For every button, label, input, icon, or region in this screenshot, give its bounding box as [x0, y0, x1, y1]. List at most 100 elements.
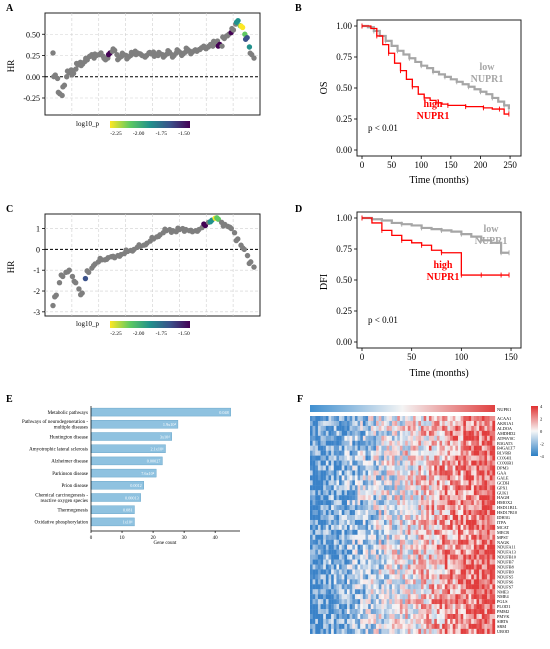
y-tick-label: 0.00 [26, 73, 40, 82]
data-point [50, 50, 56, 56]
heatmap-cell [465, 554, 469, 560]
heatmap-cell [339, 574, 342, 580]
heatmap-cell [458, 450, 461, 456]
data-point [206, 43, 212, 49]
heatmap-cell [312, 485, 316, 491]
heatmap-cell [460, 614, 464, 620]
heatmap-cell [428, 599, 432, 605]
heatmap-cell [339, 485, 342, 491]
heatmap-cell [336, 510, 340, 516]
heatmap-cell [434, 589, 438, 595]
heatmap-cell [468, 589, 472, 595]
heatmap-cell [370, 579, 374, 585]
heatmap-cell [323, 490, 327, 496]
heatmap-cell [479, 435, 482, 441]
heatmap-cell [407, 455, 411, 461]
heatmap-cell [407, 609, 411, 615]
row-label: NAGK [497, 540, 510, 545]
heatmap-cell [444, 445, 448, 451]
nupr1-gradient-row [310, 405, 495, 412]
heatmap-cell [423, 574, 427, 580]
heatmap-cell [360, 505, 364, 511]
heatmap-cell [381, 470, 385, 476]
heatmap-cell [317, 584, 321, 590]
heatmap-cell [452, 614, 456, 620]
heatmap-cell [347, 609, 350, 615]
heatmap-cell [349, 539, 353, 545]
heatmap-cell [373, 623, 377, 629]
heatmap-cell [463, 495, 467, 501]
heatmap-cell [357, 440, 361, 446]
heatmap-cell [339, 623, 342, 629]
heatmap-cell [423, 534, 427, 540]
heatmap-cell [436, 614, 440, 620]
heatmap-cell [402, 425, 406, 431]
data-point [69, 72, 75, 78]
heatmap-cell [436, 425, 440, 431]
heatmap-cell [391, 524, 395, 530]
heatmap-cell [481, 594, 485, 600]
heatmap-cell [323, 510, 327, 516]
data-point [110, 46, 116, 52]
heatmap-cell [399, 490, 403, 496]
heatmap-cell [344, 425, 348, 431]
heatmap-cell [468, 450, 472, 456]
heatmap-cell [384, 465, 387, 471]
heatmap-cell [354, 430, 358, 436]
heatmap-cell [436, 554, 440, 560]
heatmap-cell [381, 490, 385, 496]
heatmap-cell [370, 450, 374, 456]
panel-d-low-label: low NUPR1 [475, 224, 508, 247]
heatmap-cell [368, 569, 371, 575]
heatmap-cell [468, 510, 472, 516]
heatmap-cell [473, 599, 477, 605]
heatmap-cell [365, 475, 369, 481]
heatmap-cell [352, 549, 356, 555]
heatmap-cell [434, 579, 438, 585]
heatmap-cell [399, 534, 403, 540]
data-point [207, 219, 214, 225]
heatmap-cell [450, 609, 453, 615]
heatmap-cell [370, 510, 374, 516]
heatmap-cell [465, 470, 469, 476]
heatmap-cell [389, 480, 393, 486]
heatmap-cell [344, 628, 348, 634]
heatmap-cell [349, 430, 353, 436]
heatmap-cell [333, 435, 337, 441]
heatmap-cell [447, 430, 451, 436]
heatmap-cell [447, 554, 451, 560]
heatmap-cell [336, 420, 340, 427]
heatmap-cell [465, 519, 469, 526]
heatmap-cell [426, 614, 430, 620]
heatmap-cell [397, 549, 401, 555]
heatmap-cell [487, 623, 490, 629]
heatmap-cell [479, 490, 482, 496]
heatmap-cell [402, 559, 406, 565]
heatmap-cell [336, 594, 340, 600]
heatmap-cell [442, 544, 445, 550]
heatmap-cell [336, 623, 340, 629]
heatmap-cell [407, 549, 411, 555]
heatmap-cell [362, 614, 366, 620]
heatmap-cell [349, 510, 353, 516]
heatmap-cell [481, 515, 485, 521]
heatmap-cell [399, 510, 403, 516]
heatmap-cell [481, 460, 485, 466]
heatmap-cell [421, 440, 424, 446]
heatmap-cell [368, 505, 371, 511]
heatmap-cell [320, 524, 324, 530]
heatmap-cell [479, 594, 482, 600]
heatmap-cell [349, 589, 353, 595]
heatmap-cell [376, 475, 379, 481]
heatmap-cell [439, 480, 443, 486]
heatmap-cell [473, 435, 477, 441]
heatmap-cell [442, 579, 445, 585]
heatmap-cell [331, 450, 334, 456]
heatmap-cell [487, 500, 490, 506]
heatmap-cell [362, 623, 366, 629]
heatmap-cell [365, 569, 369, 575]
heatmap-cell [450, 559, 453, 565]
heatmap-cell [460, 420, 464, 427]
heatmap-cell [426, 604, 430, 610]
